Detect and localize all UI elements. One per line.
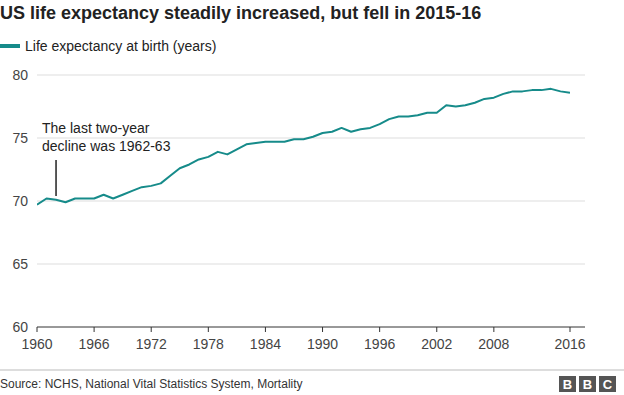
y-tick-label: 70 [12,193,28,209]
line [37,89,570,205]
plot-area [37,89,570,205]
x-tick-label: 1984 [250,336,281,352]
x-tick-label: 1996 [364,336,395,352]
x-tick [570,327,571,332]
x-tick [265,327,266,332]
logo-letter: C [603,377,613,392]
legend-swatch [0,44,20,48]
x-tick [322,327,323,332]
x-tick [37,327,38,332]
source: Source: NCHS, National Vital Statistics … [0,377,303,391]
x-tick-label: 1972 [136,336,167,352]
x-tick-label: 1960 [21,336,52,352]
y-tick-label: 80 [12,67,28,83]
annotation-text: decline was 1962-63 [42,138,171,154]
grid-line [37,264,585,265]
title: US life expectancy steadily increased, b… [0,3,481,23]
grid-line [37,75,585,76]
annotation-pointer [55,160,57,196]
x-tick [493,327,494,332]
x-tick-label: 2002 [421,336,452,352]
x-tick [379,327,380,332]
x-tick-label: 1990 [307,336,338,352]
x-tick-label: 1978 [193,336,224,352]
y-tick-label: 60 [12,319,28,335]
x-tick-label: 2016 [554,336,585,352]
logo-box [599,376,616,392]
x-tick-label: 1966 [79,336,110,352]
logo-letter: B [563,377,572,392]
x-tick [208,327,209,332]
x-tick [436,327,437,332]
annotation-text: The last two-year [42,120,150,136]
x-axis [37,327,585,328]
grid-line [37,201,585,202]
y-tick-label: 65 [12,256,28,272]
footer-rule [0,370,624,371]
x-tick [94,327,95,332]
y-tick-label: 75 [12,130,28,146]
logo-box [579,376,596,392]
x-tick-label: 2008 [478,336,509,352]
logo-letter: B [583,377,592,392]
legend-label: Life expectancy at birth (years) [25,38,216,54]
chart: US life expectancy steadily increased, b… [0,0,624,395]
x-tick [151,327,152,332]
logo-box [559,376,576,392]
